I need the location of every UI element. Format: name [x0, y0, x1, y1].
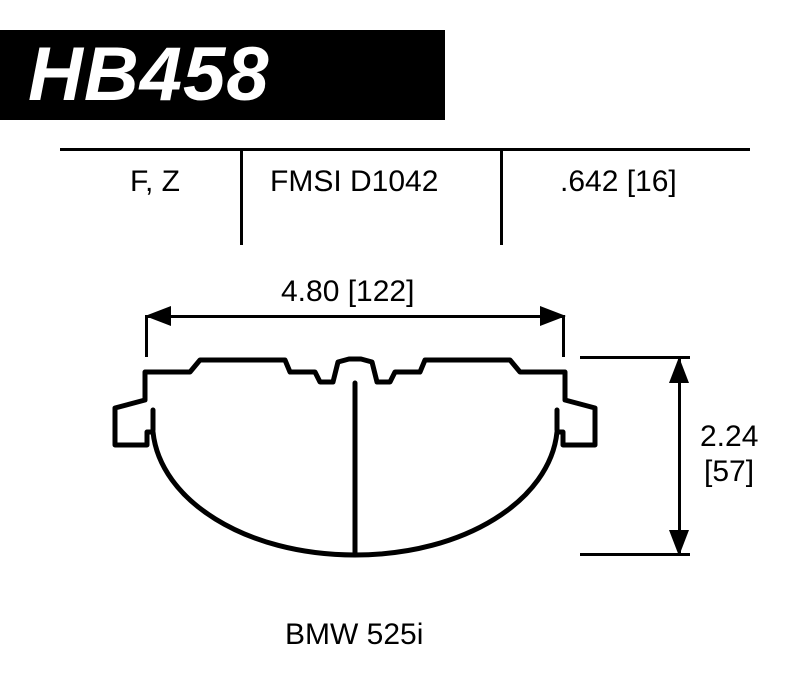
header-divider-2 [500, 150, 503, 245]
height-dimension-inches: 2.24 [700, 420, 758, 454]
height-arrow-down-icon [669, 530, 689, 556]
compounds-label: F, Z [130, 165, 180, 199]
height-arrow-up-icon [669, 357, 689, 383]
part-number-banner: HB458 [0, 30, 445, 120]
height-dimension-mm: [57] [704, 455, 754, 489]
header-divider-1 [240, 150, 243, 245]
width-dimension-label: 4.80 [122] [275, 275, 420, 309]
part-number: HB458 [0, 30, 445, 120]
width-dimension-line [145, 315, 565, 318]
height-dimension-line [678, 357, 681, 555]
diagram-root: HB458 F, Z FMSI D1042 .642 [16] 4.80 [12… [0, 0, 800, 691]
thickness-label: .642 [16] [560, 165, 677, 199]
width-arrow-right-icon [540, 306, 566, 326]
header-rule [60, 148, 750, 151]
brake-pad-outline [105, 350, 605, 570]
width-arrow-left-icon [145, 306, 171, 326]
fmsi-label: FMSI D1042 [270, 165, 438, 199]
vehicle-label: BMW 525i [285, 618, 423, 652]
